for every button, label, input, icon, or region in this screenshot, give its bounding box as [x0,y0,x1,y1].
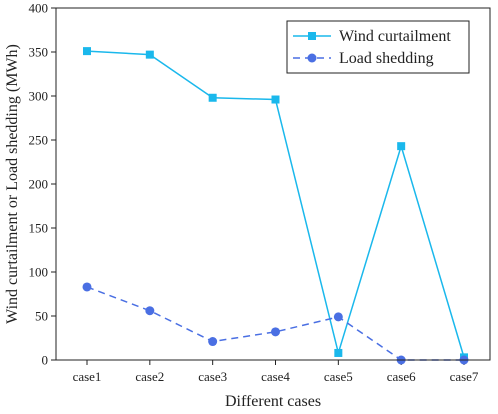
y-tick-label: 250 [29,133,49,148]
data-point [333,312,343,322]
y-tick-label: 350 [29,45,49,60]
y-tick-label: 0 [42,353,49,368]
legend-item: Wind curtailment [293,28,451,45]
data-point [271,95,280,104]
x-tick-label: case6 [387,369,416,384]
y-tick-label: 300 [29,89,49,104]
y-tick-label: 150 [29,221,49,236]
data-point [82,282,92,292]
data-point [83,47,91,56]
x-tick-label: case4 [261,369,290,384]
x-axis-ticks: case1 case2 case3 case4 case5 case6 case7 [73,360,479,384]
x-tick-label: case2 [135,369,164,384]
x-tick-label: case5 [324,369,353,384]
series-0 [83,47,468,362]
legend-label: Load shedding [339,50,434,67]
series-1 [82,282,469,365]
data-point [145,306,155,316]
x-axis-title: Different cases [225,393,321,410]
legend-marker [307,53,317,63]
x-tick-label: case1 [73,369,102,384]
series-line [86,286,464,361]
legend-box [286,20,470,74]
data-point [208,337,218,347]
legend-item: Load shedding [293,50,434,67]
data-point [208,93,217,102]
x-tick-label: case7 [450,369,479,384]
data-point [271,327,280,337]
legend: Wind curtailment Load shedding [286,20,470,74]
y-tick-label: 200 [29,177,49,192]
data-point [397,142,406,151]
y-tick-label: 100 [29,265,49,280]
legend-label: Wind curtailment [339,28,451,45]
plot-frame [55,7,491,361]
data-point [145,50,154,59]
y-axis-title: Wind curtailment or Load shedding (MWh) [4,44,21,324]
data-point [334,348,343,357]
y-tick-label: 50 [35,309,48,324]
y-axis-ticks: 0 50 100 150 200 250 300 350 400 [29,1,56,368]
legend-marker [308,32,316,40]
series-layer [82,47,469,365]
x-tick-label: case3 [198,369,227,384]
legend-items: Wind curtailment Load shedding [293,28,451,67]
y-tick-label: 400 [29,1,49,16]
